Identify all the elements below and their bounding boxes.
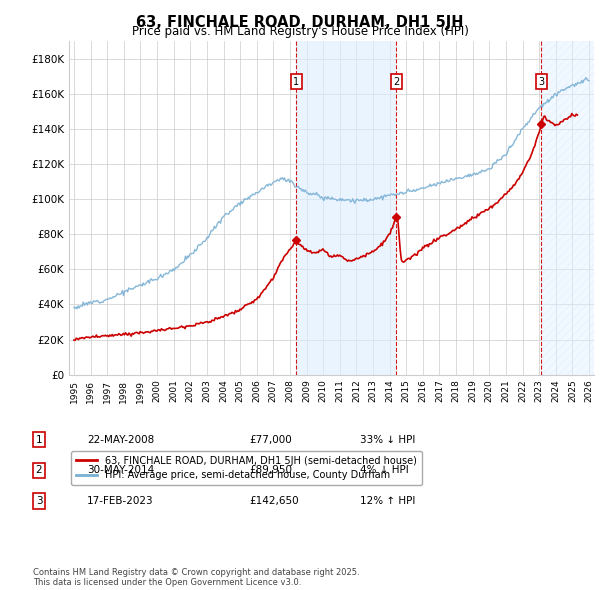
Text: 1: 1	[293, 77, 299, 87]
Text: £89,950: £89,950	[249, 466, 292, 475]
Text: £142,650: £142,650	[249, 496, 299, 506]
Text: 4% ↓ HPI: 4% ↓ HPI	[360, 466, 409, 475]
Text: £77,000: £77,000	[249, 435, 292, 444]
Text: 30-MAY-2014: 30-MAY-2014	[87, 466, 154, 475]
Bar	[541, 41, 600, 375]
Text: 12% ↑ HPI: 12% ↑ HPI	[360, 496, 415, 506]
Text: Price paid vs. HM Land Registry's House Price Index (HPI): Price paid vs. HM Land Registry's House …	[131, 25, 469, 38]
Text: 63, FINCHALE ROAD, DURHAM, DH1 5JH: 63, FINCHALE ROAD, DURHAM, DH1 5JH	[136, 15, 464, 30]
Text: 2: 2	[394, 77, 400, 87]
Text: 3: 3	[538, 77, 544, 87]
Text: 3: 3	[35, 496, 43, 506]
Bar	[296, 41, 397, 375]
Text: 1: 1	[35, 435, 43, 444]
Legend: 63, FINCHALE ROAD, DURHAM, DH1 5JH (semi-detached house), HPI: Average price, se: 63, FINCHALE ROAD, DURHAM, DH1 5JH (semi…	[71, 451, 422, 485]
Text: Contains HM Land Registry data © Crown copyright and database right 2025.
This d: Contains HM Land Registry data © Crown c…	[33, 568, 359, 587]
Text: 2: 2	[35, 466, 43, 475]
Text: 22-MAY-2008: 22-MAY-2008	[87, 435, 154, 444]
Text: 33% ↓ HPI: 33% ↓ HPI	[360, 435, 415, 444]
Text: 17-FEB-2023: 17-FEB-2023	[87, 496, 154, 506]
